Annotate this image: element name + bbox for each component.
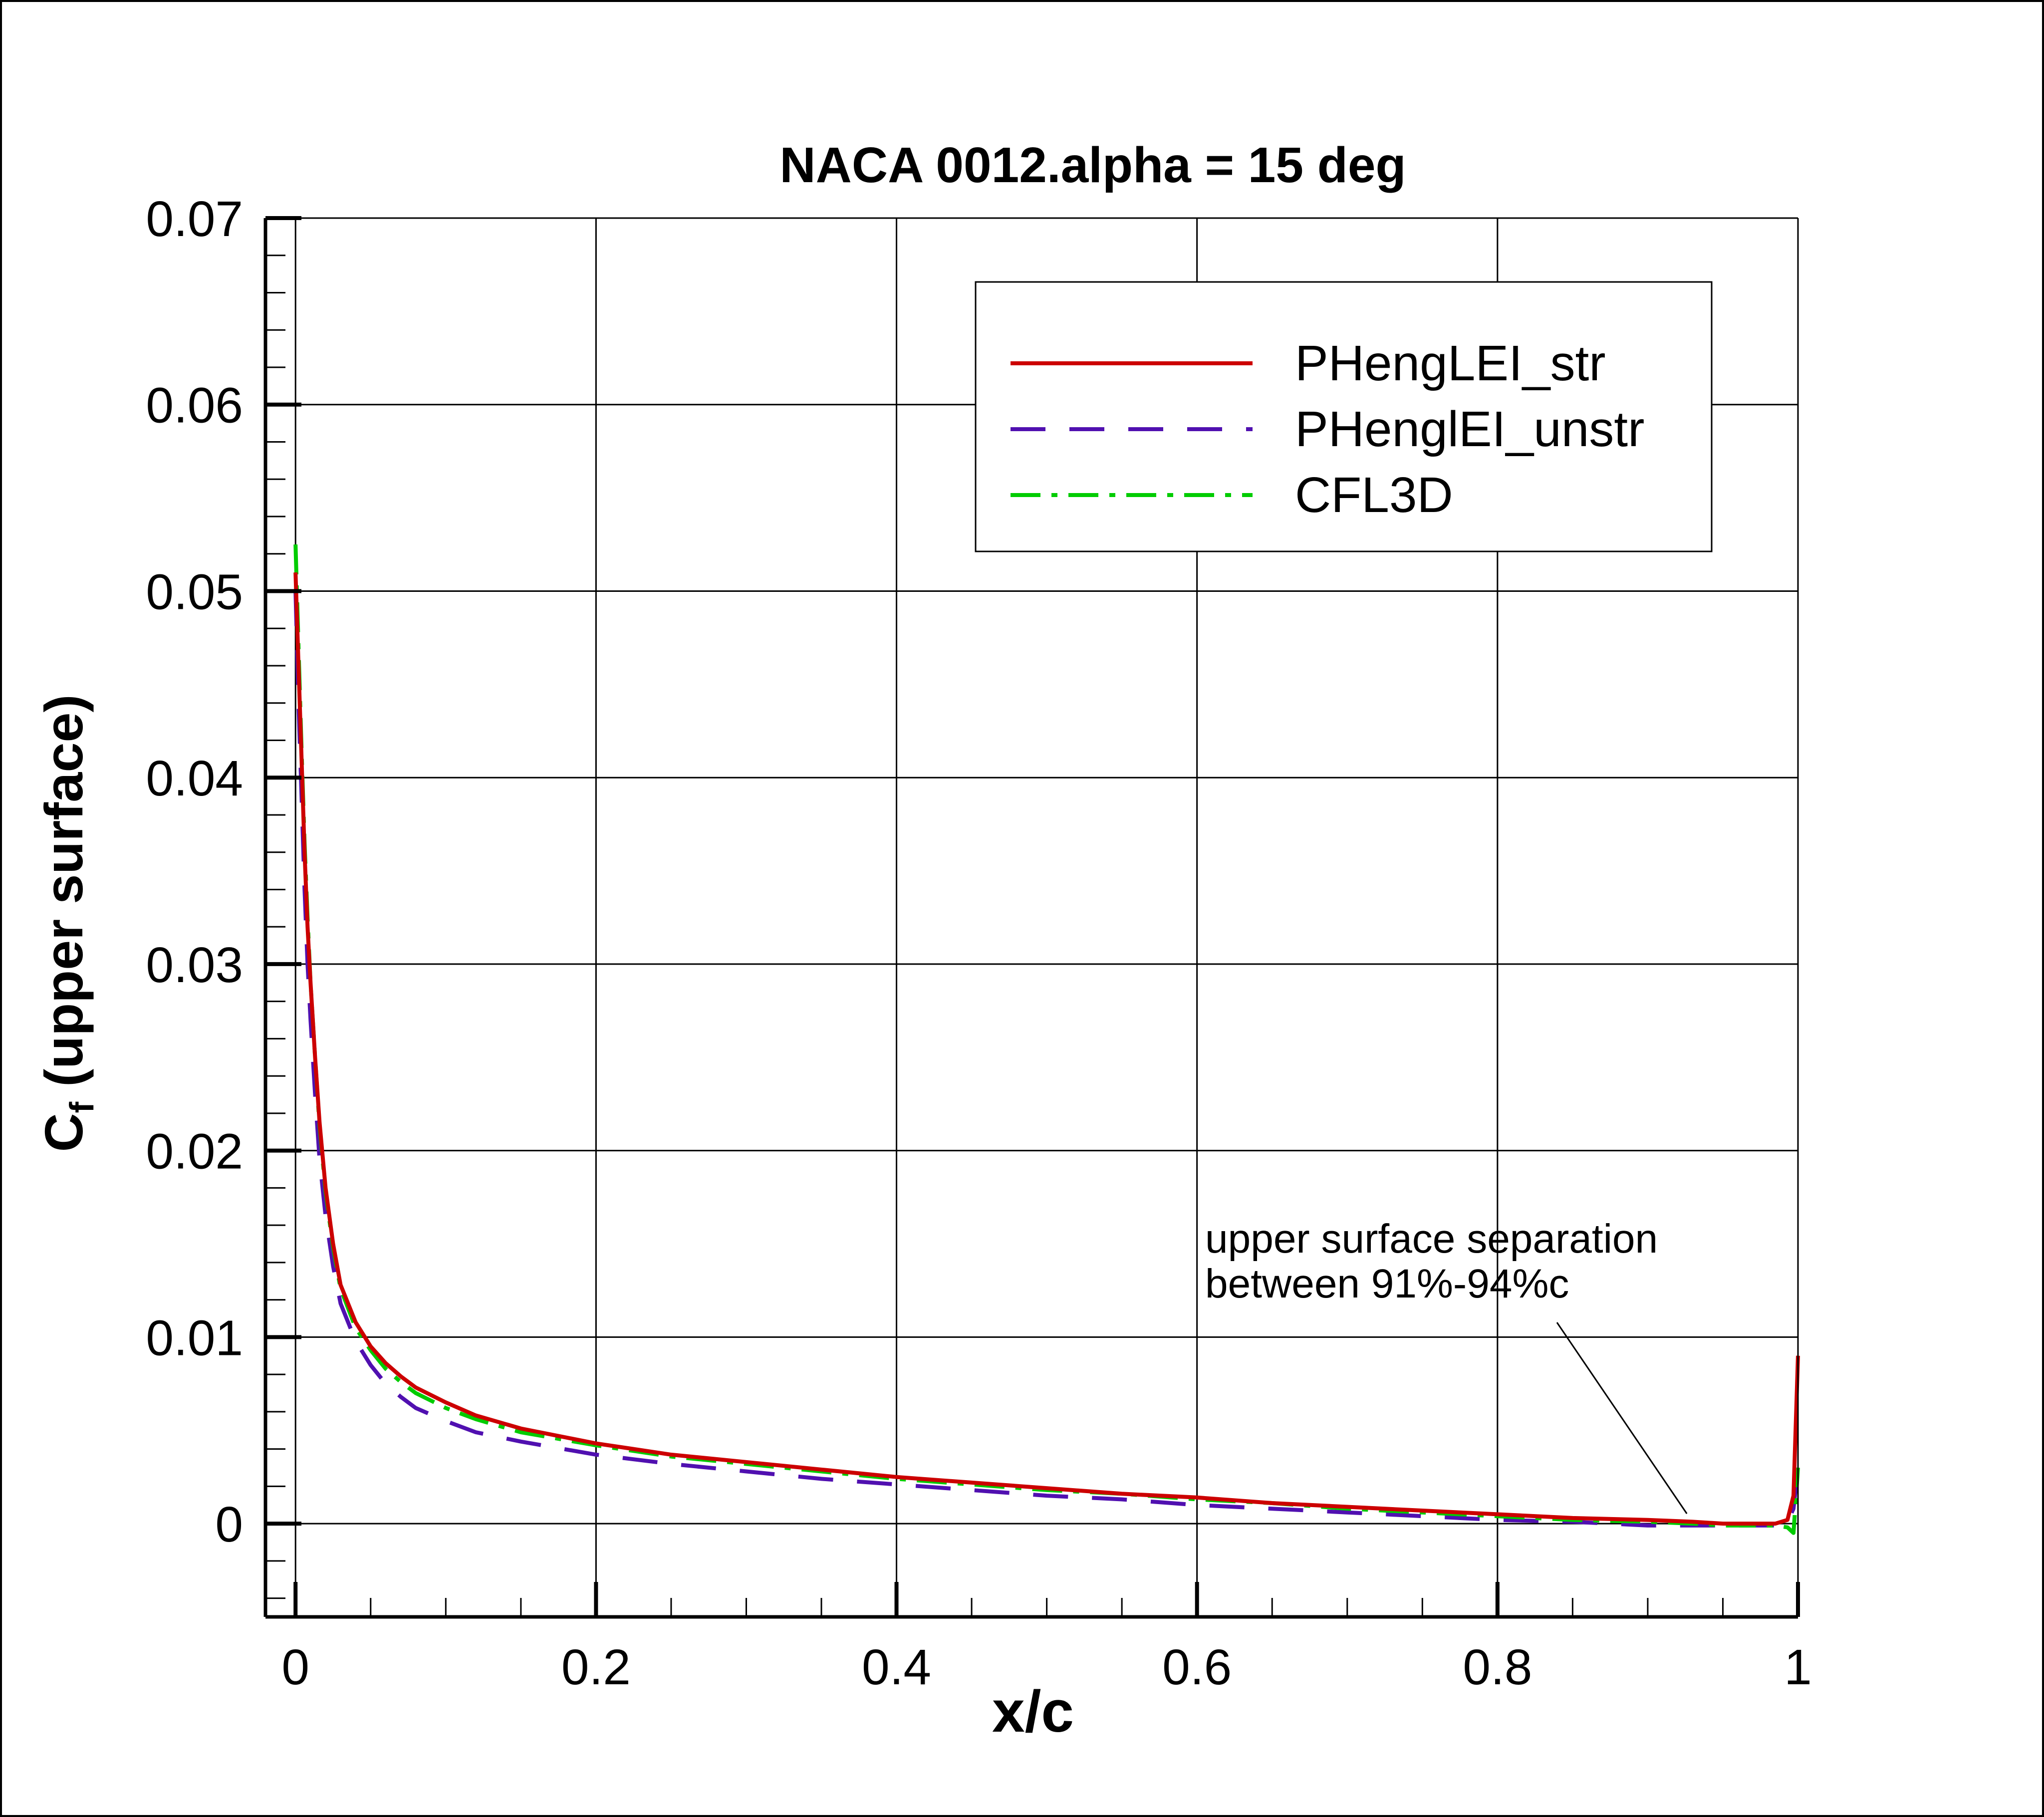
y-axis-label-main: C bbox=[33, 1113, 94, 1152]
y-tick-label: 0.07 bbox=[146, 191, 243, 247]
x-tick-label: 0.8 bbox=[1463, 1639, 1532, 1695]
y-axis-label-rest: (upper surface) bbox=[33, 695, 94, 1102]
annotation-leader-line bbox=[1556, 1322, 1688, 1514]
annotation-line-1: upper surface separation bbox=[1205, 1216, 1658, 1262]
legend: PHengLEI_str PHenglEI_unstr CFL3D bbox=[975, 281, 1713, 552]
x-tick-label: 0 bbox=[281, 1639, 309, 1695]
series-line-phenglei_unstr bbox=[293, 591, 1800, 1528]
series-line-phenglei_str bbox=[293, 572, 1800, 1526]
y-axis-label: Cf (upper surface) bbox=[33, 695, 101, 1152]
annotation: upper surface separation between 91%-94%… bbox=[1205, 1216, 1688, 1514]
y-tick-label: 0.02 bbox=[146, 1124, 243, 1180]
legend-label-str: PHengLEI_str bbox=[1295, 335, 1606, 391]
legend-box bbox=[975, 281, 1713, 552]
y-tick-label: 0.03 bbox=[146, 937, 243, 993]
y-tick-label: 0.01 bbox=[146, 1310, 243, 1366]
x-tick-label: 0.6 bbox=[1162, 1639, 1232, 1695]
y-axis-label-sub: f bbox=[63, 1101, 101, 1113]
legend-label-cfl3d: CFL3D bbox=[1295, 467, 1453, 523]
series-layer bbox=[293, 544, 1800, 1535]
chart-title: NACA 0012.alpha = 15 deg bbox=[779, 137, 1406, 193]
x-tick-label: 0.4 bbox=[862, 1639, 931, 1695]
series-line-cfl3d bbox=[293, 544, 1800, 1535]
x-axis-ticks: 0 0.2 0.4 0.6 0.8 1 bbox=[281, 1582, 1812, 1695]
legend-label-unstr: PHenglEI_unstr bbox=[1295, 401, 1644, 457]
y-tick-label: 0.04 bbox=[146, 751, 243, 806]
y-axis-ticks: 0 0.01 0.02 0.03 0.04 0.05 0.06 0.07 bbox=[146, 191, 301, 1599]
x-axis-label: x/c bbox=[992, 1679, 1074, 1745]
y-tick-label: 0.05 bbox=[146, 564, 243, 620]
y-tick-label: 0.06 bbox=[146, 378, 243, 434]
y-tick-label: 0 bbox=[215, 1497, 243, 1553]
x-tick-label: 0.2 bbox=[561, 1639, 631, 1695]
annotation-line-2: between 91%-94%c bbox=[1205, 1261, 1569, 1306]
x-tick-label: 1 bbox=[1784, 1639, 1812, 1695]
